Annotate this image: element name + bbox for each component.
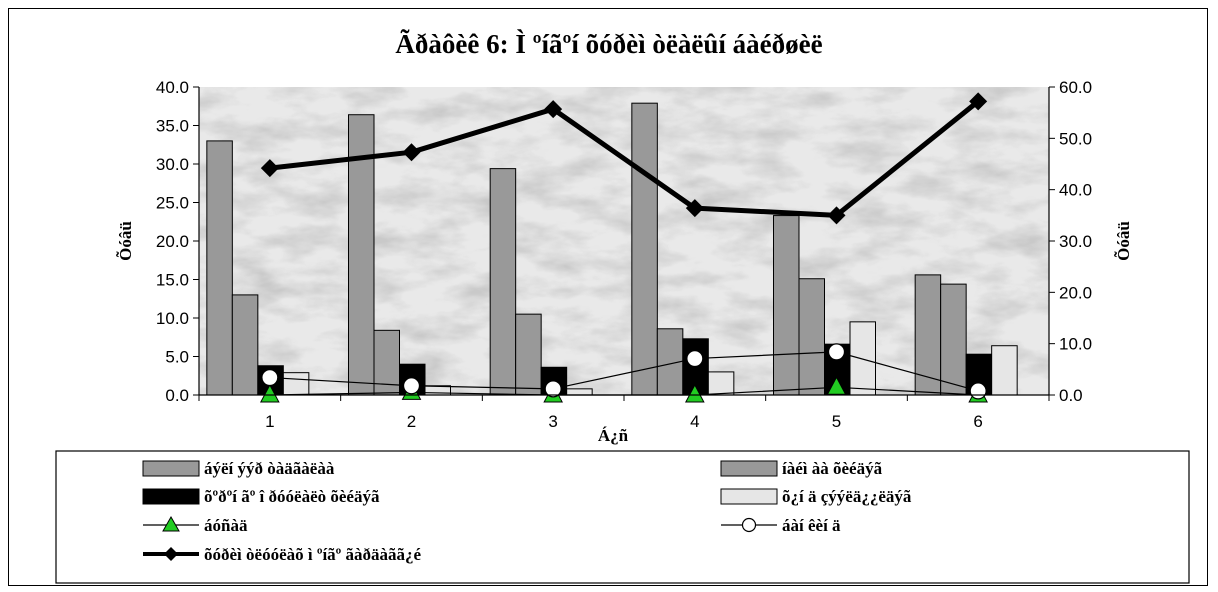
xtick-label-1: 1 (265, 412, 274, 431)
marker-s3-c2 (402, 143, 421, 162)
legend-label-bar-2: íàéì àà õèéäýã (782, 459, 883, 478)
y-axis-right-title: Õóâü (1113, 221, 1133, 261)
legend-swatch-line-circle (721, 517, 777, 533)
bars-layer (206, 102, 1018, 396)
marker-s3-c5 (827, 206, 846, 225)
ytick-right-label-2: 20.0 (1059, 283, 1092, 302)
marker-s2-c4 (686, 349, 704, 368)
ytick-right-label-4: 40.0 (1059, 181, 1092, 200)
marker-s3-c3 (544, 100, 563, 119)
legend-swatch-bar-2 (720, 460, 778, 477)
marker-s2-c5 (827, 343, 846, 361)
ytick-left-label-5: 25.0 (156, 194, 189, 213)
legend-label-bar-4: õ¿í ä çýýëä¿¿ëäýã (782, 487, 912, 506)
plot-texture (199, 87, 1049, 395)
ytick-left-label-6: 30.0 (156, 155, 189, 174)
ytick-right-label-0: 0.0 (1059, 386, 1083, 405)
bar-s1-c1 (206, 140, 233, 396)
bar-s2-c1 (231, 294, 259, 396)
bar-s2-c3 (515, 313, 542, 396)
marker-s1-c1 (260, 383, 280, 403)
xtick-label-6: 6 (973, 412, 982, 431)
xtick-label-4: 4 (690, 412, 699, 431)
ytick-left-label-8: 40.0 (156, 78, 189, 97)
legend-swatch-line-diamond (143, 547, 199, 561)
bar-s4-c3 (566, 388, 593, 396)
marker-s2-c2 (402, 377, 421, 395)
chart-svg: Ãðàôèê 6: Ì ºíãºí õóðèì òëàëûí áàéðøèë 0… (55, 29, 1190, 584)
legend-box (55, 450, 1190, 584)
line-series-2 (269, 351, 979, 392)
legend-swatch-bar-4 (720, 488, 778, 505)
bar-s1-c5 (773, 215, 800, 396)
legend-swatch-line-triangle (143, 515, 199, 532)
axes-layer: 0.0 5.0 10.0 15.0 20.0 25.0 30.0 35.0 40.0 0.0 10.… (156, 78, 1092, 431)
y-axis-left-title: Õóâü (115, 221, 135, 261)
marker-s1-c4 (685, 383, 705, 403)
bar-s2-c5 (798, 278, 825, 396)
xtick-label-3: 3 (548, 412, 557, 431)
legend-swatch-bar-3 (142, 488, 200, 505)
bar-s1-c4 (631, 102, 658, 396)
ytick-left-label-1: 5.0 (165, 348, 189, 367)
xtick-label-5: 5 (832, 412, 841, 431)
bar-s4-c4 (707, 371, 735, 396)
chart-title: Ãðàôèê 6: Ì ºíãºí õóðèì òëàëûí áàéðøèë (395, 29, 822, 59)
bar-s4-c1 (282, 372, 310, 396)
ytick-right-label-5: 50.0 (1059, 129, 1092, 148)
legend-label-line-3: õóðèì òëóóëàõ ì ºíãº ãàðäàãã¿é (204, 545, 422, 564)
chart-frame: Ãðàôèê 6: Ì ºíãºí õóðèì òëàëûí áàéðøèë 0… (8, 8, 1208, 586)
bar-s4-c6 (991, 345, 1018, 396)
marker-s3-c4 (685, 199, 704, 218)
marker-s3-c1 (260, 159, 279, 178)
ytick-right-label-6: 60.0 (1059, 78, 1092, 97)
ytick-left-label-2: 10.0 (156, 309, 189, 328)
legend-label-bar-1: áýëí ýýð òàäãàëàà (204, 459, 335, 478)
lines-layer (260, 92, 988, 403)
marker-s2-c1 (261, 368, 279, 387)
bar-s4-c5 (849, 321, 876, 396)
ytick-left-label-7: 35.0 (156, 117, 189, 136)
marker-s2-c3 (544, 380, 562, 398)
line-series-3 (269, 99, 980, 218)
ytick-left-label-4: 20.0 (156, 232, 189, 251)
legend-label-bar-3: õºðºí ãº î ðóóëàëò õèéäýã (204, 487, 380, 506)
marker-s2-c6 (969, 382, 987, 400)
bar-s2-c6 (940, 283, 967, 396)
marker-s3-c6 (969, 92, 988, 111)
x-axis-title: Á¿ñ (598, 426, 629, 445)
xtick-label-2: 2 (407, 412, 416, 431)
ytick-right-label-1: 10.0 (1059, 335, 1092, 354)
legend-swatch-bar-1 (142, 460, 200, 477)
ytick-right-label-3: 30.0 (1059, 232, 1092, 251)
bar-s1-c3 (489, 168, 517, 396)
marker-s1-c5 (826, 376, 847, 395)
ytick-left-label-0: 0.0 (165, 386, 189, 405)
ytick-left-label-3: 15.0 (156, 271, 189, 290)
legend-label-line-2: áàí êèí ä (782, 516, 841, 535)
legend-label-line-1: áóñàä (204, 516, 248, 535)
